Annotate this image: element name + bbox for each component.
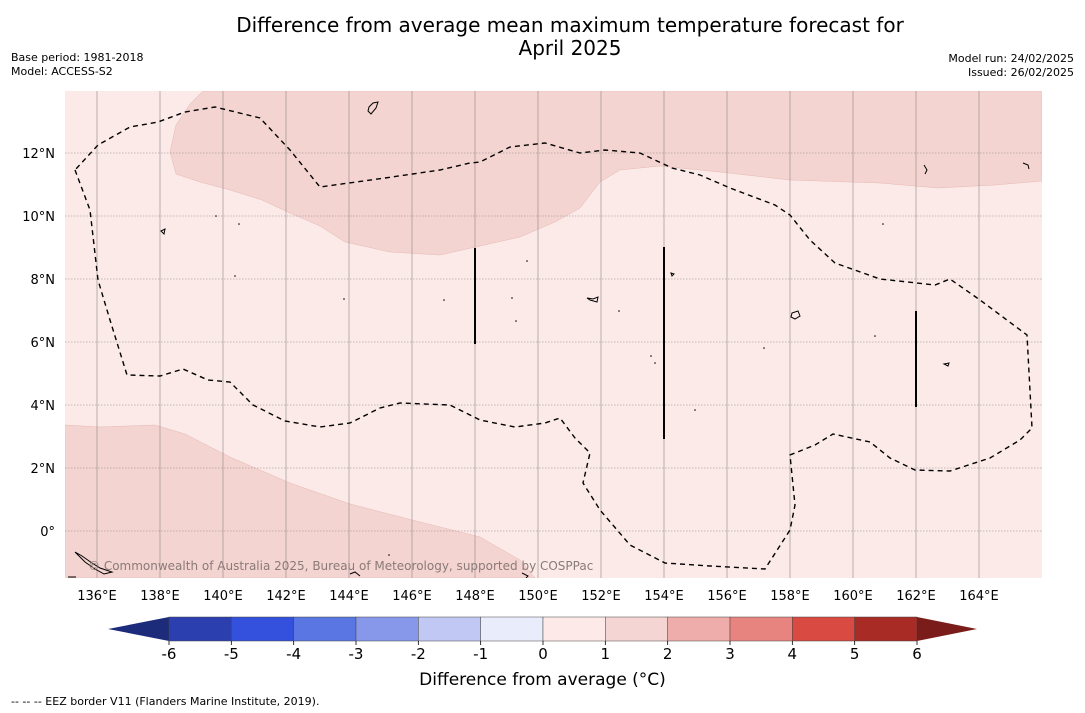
x-tick-label: 148°E [455,589,495,604]
meta-left: Base period: 1981-2018 Model: ACCESS-S2 [11,51,143,79]
model-name: Model: ACCESS-S2 [11,65,113,78]
colorbar-tick-label: 5 [850,645,860,663]
islands [68,101,1030,578]
y-tick-label: 6°N [31,336,56,351]
x-tick-label: 158°E [770,589,810,604]
colorbar-bin [605,616,668,642]
x-tick-label: 146°E [392,589,432,604]
x-tick-label: 138°E [140,589,180,604]
colorbar-tick-label: -4 [286,645,301,663]
y-tick-label: 8°N [31,273,56,288]
colorbar-bin [542,616,606,642]
colorbar-bin [667,616,731,642]
x-tick-label: 160°E [833,589,873,604]
model-run: Model run: 24/02/2025 [948,52,1074,65]
anomaly-region-1-2-north [169,91,1042,256]
x-tick-label: 142°E [266,589,306,604]
colorbar-tick-label: 3 [725,645,735,663]
colorbar-bin [168,616,232,642]
y-tick-label: 10°N [22,210,55,225]
colorbar-extend-low [108,617,169,641]
colorbar-tick-label: 6 [912,645,922,663]
title-line-2: April 2025 [518,36,622,60]
colorbar-bin [418,616,481,642]
longitude-gridlines [96,91,980,578]
x-tick-label: 136°E [77,589,117,604]
x-tick-label: 140°E [203,589,243,604]
colorbar-tick-label: 4 [788,645,798,663]
x-tick-label: 164°E [959,589,999,604]
issued-date: Issued: 26/02/2025 [967,66,1074,79]
colorbar-bin [480,616,544,642]
y-tick-label: 12°N [22,147,55,162]
x-tick-label: 154°E [644,589,684,604]
x-tick-label: 162°E [896,589,936,604]
x-tick-labels: 136°E 138°E 140°E 142°E 144°E 146°E 148°… [77,589,999,604]
colorbar-bin [355,616,419,642]
copyright-notice: © Commonwealth of Australia 2025, Bureau… [88,559,593,573]
colorbar-tick-label: -2 [411,645,426,663]
colorbar-label: Difference from average (°C) [419,670,666,690]
y-tick-label: 0° [40,525,55,540]
colorbar-tick-label: -5 [224,645,239,663]
meta-right: Model run: 24/02/2025 Issued: 26/02/2025 [948,52,1074,80]
colorbar-tick-label: -1 [473,645,488,663]
colorbar-tick-label: -3 [349,645,364,663]
colorbar-tick-label: -6 [162,645,177,663]
colorbar-bin [792,616,855,642]
colorbar-bin [231,616,294,642]
map-area: © Commonwealth of Australia 2025, Bureau… [65,91,1042,578]
eez-footnote: -- -- -- EEZ border V11 (Flanders Marine… [11,695,320,708]
colorbar-tick-label: 1 [601,645,611,663]
colorbar: -6 -5 -4 -3 -2 -1 0 1 2 3 4 5 6 [108,616,977,663]
x-tick-label: 152°E [581,589,621,604]
x-tick-label: 150°E [518,589,558,604]
x-tick-label: 144°E [329,589,369,604]
y-tick-label: 4°N [31,399,56,414]
eez-border [74,106,1033,570]
y-tick-labels: 12°N 10°N 8°N 6°N 4°N 2°N 0° [22,147,55,540]
colorbar-bin [293,616,357,642]
map-title: Difference from average mean maximum tem… [0,14,1085,60]
colorbar-tick-label: 0 [538,645,548,663]
colorbar-extend-high [917,617,977,641]
colorbar-bin [854,616,918,642]
colorbar-tick-label: 2 [663,645,673,663]
latitude-gridlines [65,152,1042,532]
title-line-1: Difference from average mean maximum tem… [236,13,904,37]
x-tick-label: 156°E [707,589,747,604]
colorbar-bin [729,616,793,642]
y-tick-label: 2°N [31,462,56,477]
anomaly-region-1-2-south [65,424,536,578]
small-islets [215,215,884,556]
eez-straight-segments [474,247,917,439]
base-period: Base period: 1981-2018 [11,51,144,64]
